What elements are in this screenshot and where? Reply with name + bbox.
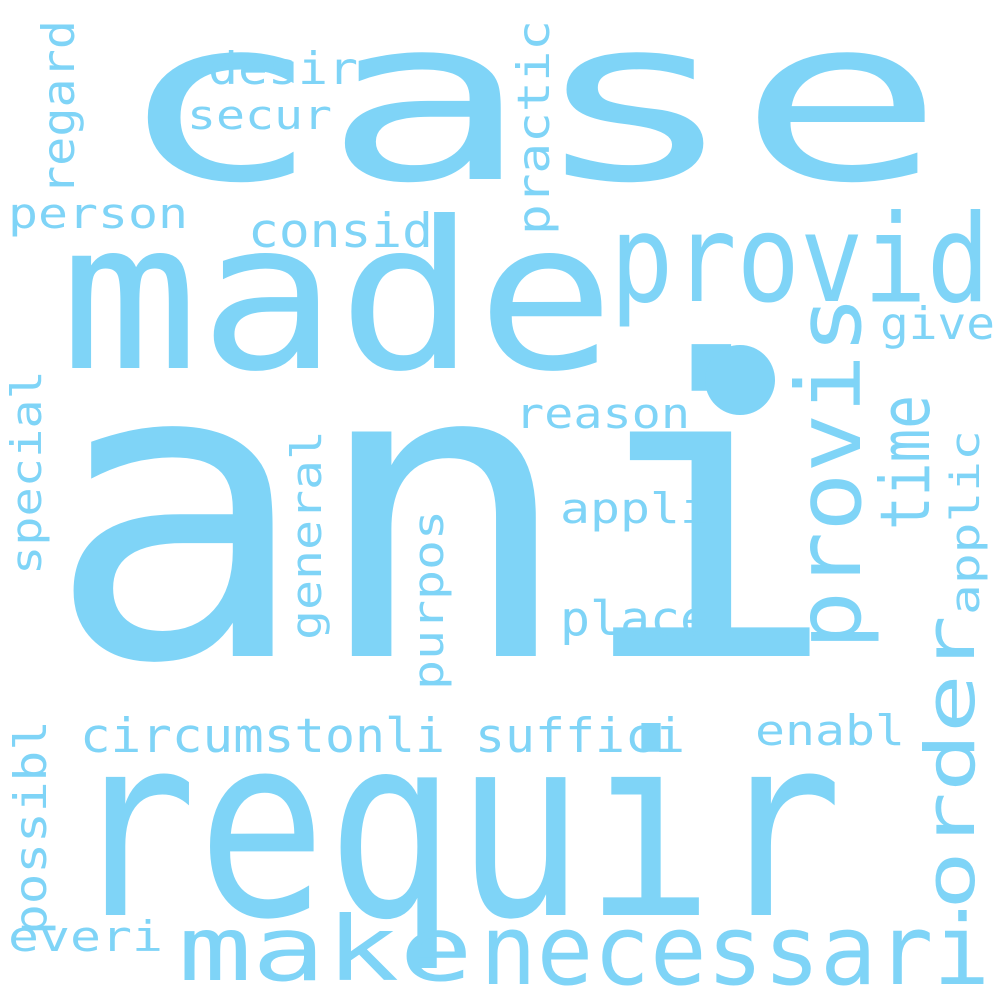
word-time: time — [865, 395, 946, 530]
word-place: place — [560, 591, 710, 647]
word-order: order — [910, 615, 991, 910]
word-everi: everi — [8, 911, 163, 961]
word-person: person — [8, 188, 189, 238]
word-make: make — [178, 897, 473, 1000]
word-enabl: enabl — [755, 705, 906, 755]
word-practic: practic — [508, 20, 560, 235]
word-provid: provid — [610, 188, 990, 330]
word-secur: secur — [187, 93, 332, 139]
glyph-dot — [705, 345, 775, 415]
word-circumst: circumst — [80, 708, 325, 764]
word-appli: appli — [560, 483, 711, 533]
word-consid: consid — [248, 203, 433, 259]
word-suffici: suffici — [475, 708, 685, 764]
word-provis: provis — [777, 295, 882, 650]
word-general: general — [281, 429, 331, 640]
word-onli: onli — [325, 708, 445, 764]
word-requir: requir — [68, 681, 843, 976]
word-case: case — [115, 0, 946, 233]
word-regard: regard — [33, 19, 85, 195]
word-desir: desir — [208, 43, 358, 95]
word-necessari: necessari — [480, 894, 990, 1000]
word-special: special — [1, 370, 51, 575]
word-give: give — [880, 298, 995, 350]
word-possibl: possibl — [5, 720, 57, 935]
word-applic: applic — [943, 430, 989, 615]
word-purpos: purpos — [403, 509, 453, 690]
word-reason: reason — [515, 388, 691, 438]
word-made: made — [60, 177, 616, 417]
